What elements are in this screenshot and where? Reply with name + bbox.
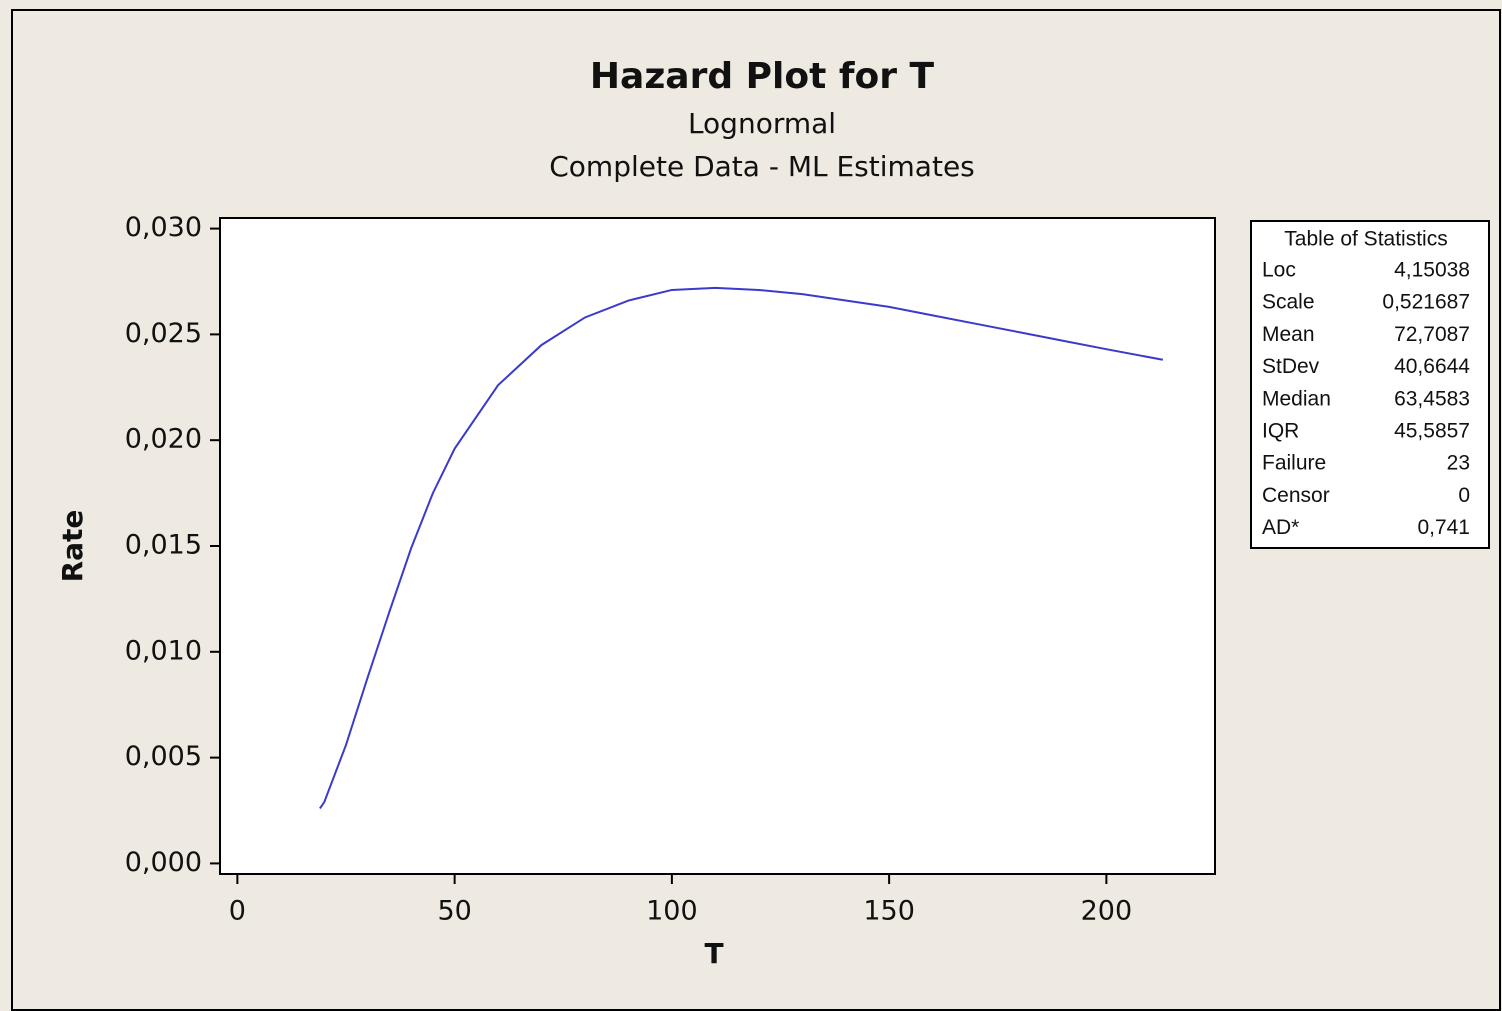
chart-subtitle: Complete Data - ML Estimates bbox=[549, 150, 975, 183]
stat-value: 45,5857 bbox=[1394, 420, 1470, 443]
chart-subtitle: Lognormal bbox=[688, 107, 836, 140]
chart-title: Hazard Plot for T bbox=[590, 56, 935, 97]
x-tick-label: 100 bbox=[646, 896, 698, 927]
stat-value: 23 bbox=[1447, 452, 1470, 475]
stat-label: Median bbox=[1262, 387, 1331, 410]
stat-label: Censor bbox=[1262, 484, 1330, 507]
stat-label: Scale bbox=[1262, 291, 1315, 314]
stat-value: 0,741 bbox=[1417, 516, 1470, 539]
stat-label: Mean bbox=[1262, 323, 1315, 346]
y-tick-label: 0,010 bbox=[125, 635, 202, 666]
x-tick-label: 150 bbox=[863, 896, 915, 927]
plot-area bbox=[219, 217, 1216, 875]
y-tick-label: 0,020 bbox=[125, 424, 202, 455]
stat-value: 40,6644 bbox=[1394, 355, 1470, 378]
y-tick-label: 0,025 bbox=[125, 318, 202, 349]
stat-label: Failure bbox=[1262, 452, 1326, 475]
y-tick-label: 0,030 bbox=[125, 212, 202, 243]
stat-label: Loc bbox=[1262, 259, 1296, 282]
y-tick-label: 0,015 bbox=[125, 530, 202, 561]
stat-label: AD* bbox=[1262, 516, 1299, 539]
stat-value: 63,4583 bbox=[1394, 387, 1470, 410]
stats-table-title: Table of Statistics bbox=[1284, 228, 1447, 251]
stat-value: 0,521687 bbox=[1382, 291, 1470, 314]
stat-value: 4,15038 bbox=[1394, 259, 1470, 282]
x-tick-label: 50 bbox=[437, 896, 471, 927]
stat-value: 0 bbox=[1458, 484, 1470, 507]
x-axis-label: T bbox=[704, 937, 723, 970]
stat-value: 72,7087 bbox=[1394, 323, 1470, 346]
y-axis-label: Rate bbox=[56, 510, 89, 583]
x-tick-label: 200 bbox=[1081, 896, 1133, 927]
y-tick-label: 0,000 bbox=[125, 847, 202, 878]
stat-label: StDev bbox=[1262, 355, 1320, 378]
y-tick-label: 0,005 bbox=[125, 741, 202, 772]
stat-label: IQR bbox=[1262, 420, 1299, 443]
x-tick-label: 0 bbox=[229, 896, 246, 927]
stats-table bbox=[1250, 220, 1490, 549]
hazard-line bbox=[319, 286, 1164, 809]
